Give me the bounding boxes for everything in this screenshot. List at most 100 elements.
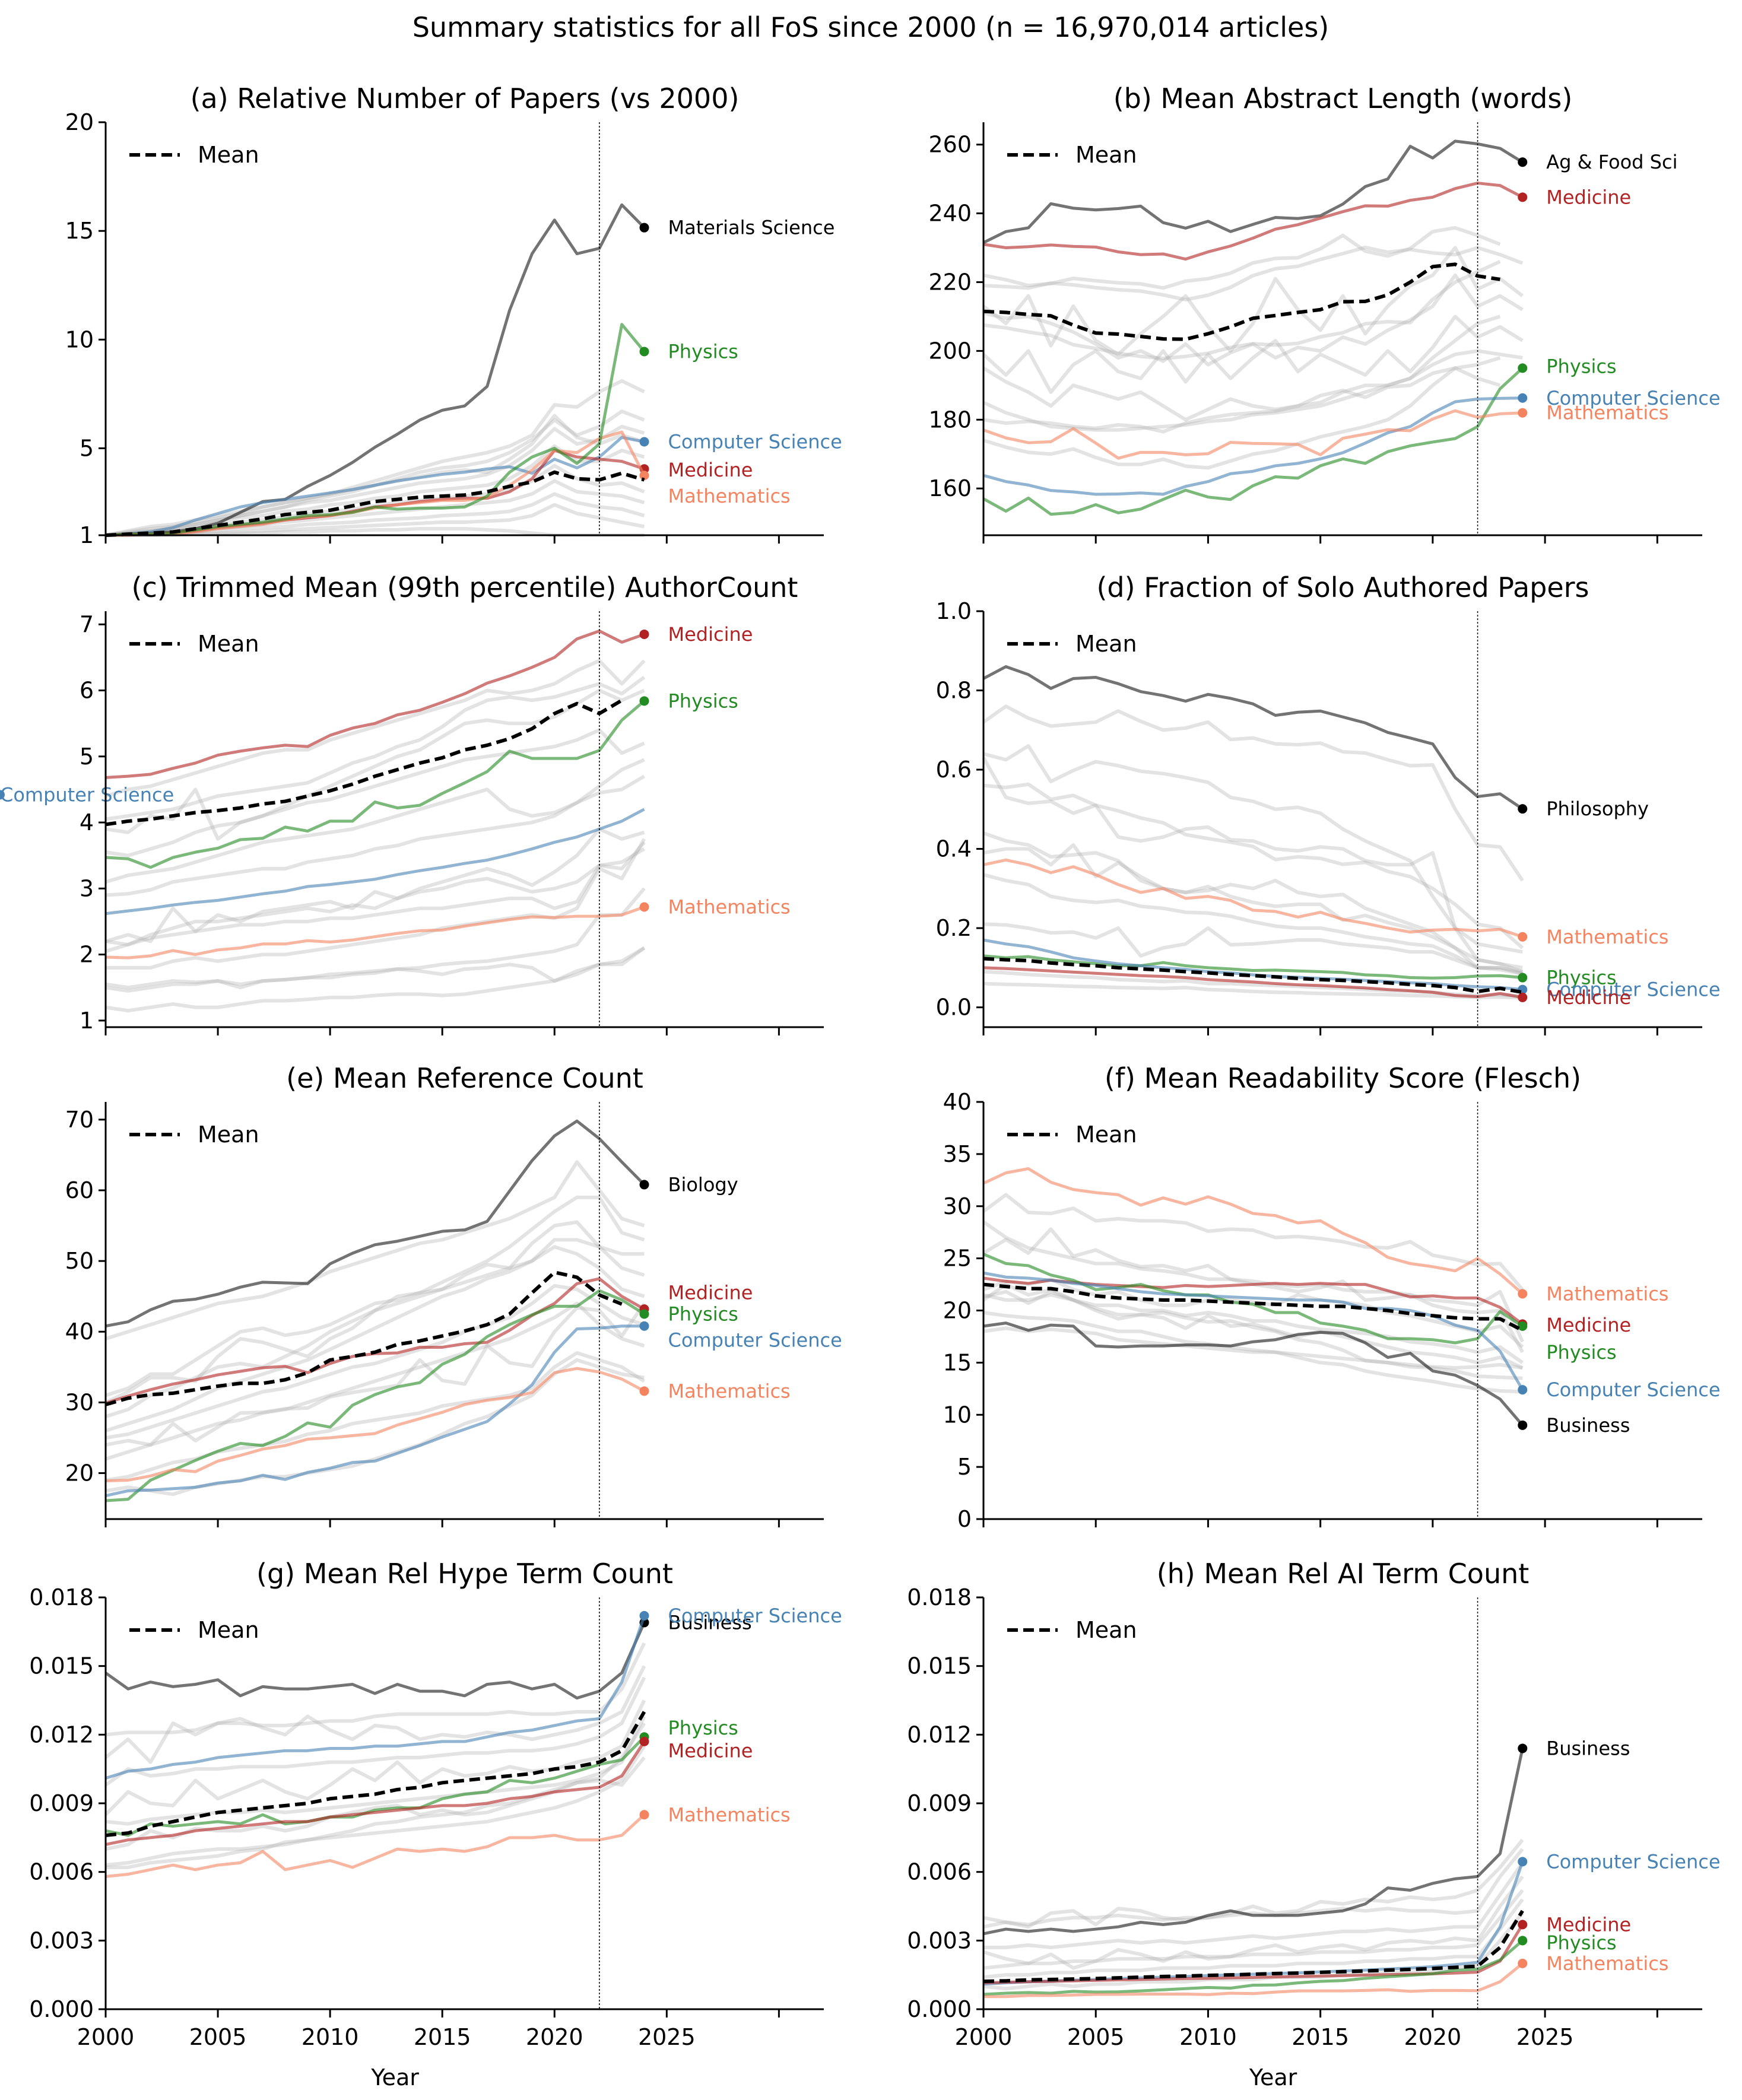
series-end-marker <box>639 902 649 912</box>
panel-g: (g) Mean Rel Hype Term Count BusinessComp… <box>29 1558 842 2091</box>
highlight-end-marker <box>1518 157 1528 167</box>
series-label: Mathematics <box>1546 1282 1668 1305</box>
legend-mean-label: Mean <box>1075 1122 1137 1148</box>
series-label: Medicine <box>668 623 753 646</box>
series-label: Computer Science <box>1546 978 1720 1001</box>
series-line-physics <box>983 1253 1524 1345</box>
panel-c: (c) Trimmed Mean (99th percentile) Autho… <box>0 571 824 1035</box>
series-line-mathematics <box>105 1367 645 1483</box>
background-field-line <box>105 1745 646 1867</box>
background-field-line <box>105 409 645 537</box>
background-field-line <box>983 1912 1524 1991</box>
background-field-line <box>982 314 1524 394</box>
x-tick-label: 2000 <box>955 2024 1013 2050</box>
background-field-line <box>105 728 645 857</box>
highlight-line <box>982 139 1524 244</box>
highlight-label: Materials Science <box>668 217 835 239</box>
series-line-physics <box>105 1289 645 1502</box>
background-field-line <box>982 246 1524 357</box>
series-line-medicine <box>983 182 1524 261</box>
y-tick-label: 15 <box>65 218 94 244</box>
series-line-mathematics <box>105 1813 646 1878</box>
highlight-end-marker <box>1518 1420 1528 1430</box>
series-end-marker <box>1518 992 1528 1002</box>
series-end-marker <box>639 1610 649 1621</box>
series-line-computer-science <box>105 1615 646 1780</box>
background-field-line <box>105 424 645 537</box>
series-line-physics <box>105 700 646 869</box>
mean-line <box>983 1282 1524 1332</box>
highlight-label: Business <box>668 1611 752 1634</box>
series-end-marker <box>639 696 649 706</box>
series-label: Physics <box>1546 355 1616 377</box>
background-field-line <box>983 744 1523 954</box>
series-line-mathematics <box>105 906 645 960</box>
series-label: Medicine <box>668 459 753 481</box>
series-end-marker <box>1518 408 1528 418</box>
y-tick-label: 10 <box>65 326 94 352</box>
highlight-end-marker <box>639 1180 649 1190</box>
y-tick-label: 0.003 <box>907 1927 972 1953</box>
figure-title: Summary statistics for all FoS since 200… <box>413 11 1329 43</box>
y-tick-label: 200 <box>928 338 972 364</box>
legend-mean-label: Mean <box>198 1617 259 1643</box>
legend: Mean <box>1007 1122 1137 1148</box>
legend: Mean <box>129 1122 259 1148</box>
series-label: Physics <box>668 1302 738 1325</box>
background-field-line <box>983 922 1523 974</box>
background-field-line <box>105 659 646 798</box>
x-tick-label: 2025 <box>638 2024 696 2050</box>
background-field-line <box>105 1195 645 1397</box>
series-end-marker <box>639 1309 649 1319</box>
background-field-line <box>105 841 646 946</box>
series-line-computer-science <box>105 1324 645 1498</box>
background-field-line <box>105 1283 645 1440</box>
panel-a: (a) Relative Number of Papers (vs 2000) M… <box>65 82 842 548</box>
panel-title: (f) Mean Readability Score (Flesch) <box>1105 1062 1581 1094</box>
series-line-physics <box>105 323 646 537</box>
y-tick-label: 70 <box>65 1107 94 1133</box>
series-line-mathematics <box>983 1962 1524 1999</box>
background-field-line <box>105 444 645 537</box>
y-tick-label: 3 <box>80 875 94 901</box>
background-field-line <box>983 843 1524 976</box>
series-line-physics <box>105 1736 646 1837</box>
y-tick-label: 40 <box>65 1319 94 1345</box>
highlight-label: Biology <box>668 1173 738 1196</box>
mean-line <box>105 1270 623 1406</box>
y-tick-label: 0.009 <box>29 1790 94 1816</box>
y-tick-label: 0.015 <box>29 1653 94 1679</box>
series-line-mathematics <box>983 858 1524 939</box>
panel-title: (h) Mean Rel AI Term Count <box>1157 1558 1530 1590</box>
x-tick-label: 2010 <box>1179 2024 1237 2050</box>
series-label: Medicine <box>668 1282 753 1304</box>
background-field-line <box>983 366 1501 434</box>
series-line-physics <box>982 367 1524 516</box>
y-tick-label: 0.6 <box>936 757 972 783</box>
series-label: Mathematics <box>1546 402 1668 424</box>
panel-title: (b) Mean Abstract Length (words) <box>1113 82 1573 115</box>
legend-mean-label: Mean <box>198 631 259 657</box>
series-label: Computer Science <box>1546 1850 1720 1873</box>
mean-line <box>105 1711 646 1837</box>
legend: Mean <box>129 142 259 168</box>
series-end-marker <box>639 629 649 639</box>
series-line-computer-science <box>105 808 645 916</box>
panel-h: (h) Mean Rel AI Term Count Business Comput… <box>907 1558 1720 2091</box>
background-field-line <box>983 1289 1524 1370</box>
highlight-line <box>105 1119 646 1328</box>
y-tick-label: 0.0 <box>936 995 972 1021</box>
background-field-line <box>982 1220 1524 1343</box>
y-tick-label: 0.4 <box>936 836 972 862</box>
y-tick-label: 0.000 <box>907 1996 972 2022</box>
highlight-label: Business <box>1546 1737 1630 1759</box>
legend: Mean <box>1007 142 1137 168</box>
series-label: Physics <box>1546 1341 1616 1364</box>
legend-mean-label: Mean <box>1075 142 1137 168</box>
background-field-line <box>105 1301 645 1461</box>
x-tick-label: 2020 <box>526 2024 583 2050</box>
series-label: Mathematics <box>668 1803 791 1826</box>
series-end-marker <box>639 1736 649 1746</box>
series-end-marker <box>639 1810 649 1820</box>
series-label: Physics <box>668 340 738 363</box>
